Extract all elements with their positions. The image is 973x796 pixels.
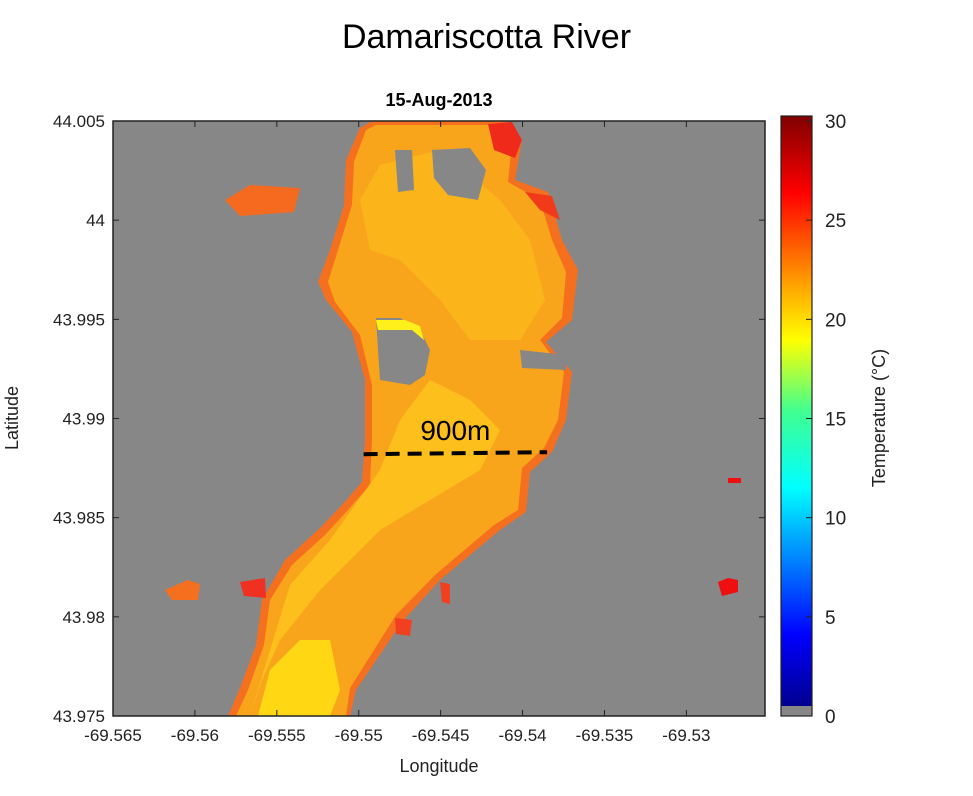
- colorbar-label: Temperature (°C): [869, 349, 889, 487]
- x-tick-label: -69.545: [412, 726, 470, 745]
- colorbar-tick-label: 15: [825, 410, 846, 431]
- y-tick-label: 44.005: [53, 112, 105, 131]
- y-tick-label: 43.98: [62, 608, 105, 627]
- yellow-inlet-edge: [376, 320, 424, 340]
- y-tick-label: 43.99: [62, 410, 105, 429]
- y-axis: 43.975 43.98 43.985 43.99 43.995 44 44.005: [53, 112, 765, 726]
- x-tick-label: -69.54: [498, 726, 546, 745]
- chart-title: 15-Aug-2013: [385, 90, 492, 110]
- gray-hole: [520, 350, 566, 370]
- x-tick-label: -69.555: [248, 726, 306, 745]
- x-tick-label: -69.53: [662, 726, 710, 745]
- page-title: Damariscotta River: [341, 18, 632, 56]
- distance-line: [363, 450, 548, 457]
- x-axis-label: Longitude: [399, 756, 478, 776]
- y-tick-label: 43.985: [53, 509, 105, 528]
- colorbar: 0 5 10 15 20 25 30 Temperature (°C): [780, 112, 889, 728]
- x-tick-label: -69.565: [84, 726, 142, 745]
- colorbar-tick-label: 30: [825, 112, 846, 133]
- colorbar-frame: [780, 115, 813, 717]
- warm-core: [250, 380, 500, 716]
- x-tick-label: -69.535: [576, 726, 634, 745]
- distance-label: 900m: [420, 415, 490, 446]
- core-upper: [360, 150, 545, 340]
- colorbar-tick-label: 0: [825, 707, 836, 728]
- river-water: [228, 121, 578, 716]
- hot-spot: [525, 192, 560, 220]
- colorbar-nan-swatch: [781, 706, 812, 716]
- y-tick-label: 43.995: [53, 310, 105, 329]
- gray-inlet: [376, 318, 430, 385]
- colorbar-tick-label: 20: [825, 310, 846, 331]
- x-tick-label: -69.56: [171, 726, 219, 745]
- colorbar-tick-label: 5: [825, 608, 836, 629]
- colorbar-tick-label: 10: [825, 509, 846, 530]
- gray-hole: [395, 150, 414, 192]
- y-tick-label: 43.975: [53, 707, 105, 726]
- colorbar-gradient: [781, 116, 812, 706]
- colorbar-tick-label: 25: [825, 211, 846, 232]
- x-axis: -69.565 -69.56 -69.555 -69.55 -69.545 -69.54 -…: [84, 121, 710, 745]
- x-tick-label: -69.55: [335, 726, 383, 745]
- y-tick-label: 44: [86, 211, 105, 230]
- yellow-patch: [258, 640, 340, 716]
- y-axis-label: Latitude: [2, 386, 22, 450]
- gray-hole: [432, 148, 486, 200]
- small-water-patches: [165, 185, 741, 636]
- hot-spot: [488, 122, 522, 158]
